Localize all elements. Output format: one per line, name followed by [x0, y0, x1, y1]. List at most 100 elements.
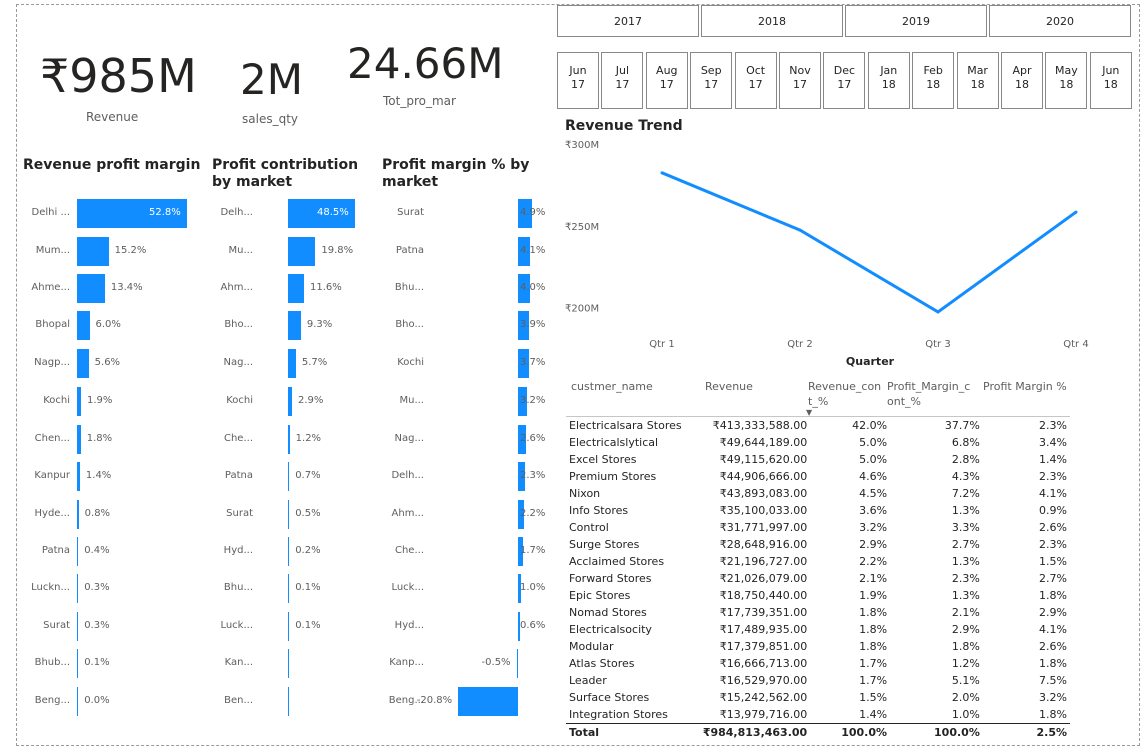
- sort-descending-icon[interactable]: ▼: [806, 408, 813, 417]
- table-row[interactable]: Acclaimed Stores ₹21,196,727.00 2.2% 1.3% 1.…: [566, 553, 1070, 570]
- month-option-sep-17[interactable]: Sep 17: [690, 52, 733, 109]
- table-row[interactable]: Forward Stores ₹21,026,079.00 2.1% 2.3% 2.7%: [566, 570, 1070, 587]
- revenue-kpi-card[interactable]: ₹985M Revenue: [18, 30, 208, 140]
- table-row[interactable]: Modular ₹17,379,851.00 1.8% 1.8% 2.6%: [566, 638, 1070, 655]
- bar[interactable]: [288, 387, 292, 416]
- table-total-row: Total ₹984,813,463.00 100.0% 100.0% 2.5%: [566, 723, 1070, 740]
- bar[interactable]: [77, 311, 90, 340]
- table-row[interactable]: Premium Stores ₹44,906,666.00 4.6% 4.3% 2.3%: [566, 468, 1070, 485]
- header-revenue[interactable]: Revenue: [705, 380, 753, 393]
- bar[interactable]: [288, 237, 316, 266]
- cell-customer-name: Nomad Stores: [569, 606, 647, 619]
- cell-revenue: ₹17,489,935.00: [719, 623, 808, 636]
- bar[interactable]: [518, 462, 525, 491]
- month-option-jan-18[interactable]: Jan 18: [867, 52, 910, 109]
- tot-pro-mar-kpi-card[interactable]: 24.66M Tot_pro_mar: [335, 30, 545, 140]
- bar[interactable]: [77, 387, 81, 416]
- year-option-2020[interactable]: 2020: [989, 5, 1131, 37]
- bar[interactable]: [77, 425, 81, 454]
- cell-profit-margin-cont: 7.2%: [951, 487, 980, 500]
- bar[interactable]: [518, 199, 533, 228]
- bar[interactable]: [288, 462, 290, 491]
- bar[interactable]: [518, 274, 530, 303]
- month-option-dec-17[interactable]: Dec 17: [823, 52, 866, 109]
- table-row[interactable]: Integration Stores ₹13,979,716.00 1.4% 1.0%…: [566, 706, 1070, 723]
- bar[interactable]: [288, 649, 290, 678]
- bar[interactable]: [77, 349, 89, 378]
- bar[interactable]: [288, 274, 305, 303]
- trend-point[interactable]: [936, 310, 940, 314]
- year-option-2019[interactable]: 2019: [845, 5, 987, 37]
- bar[interactable]: [288, 311, 301, 340]
- month-option-jun-18[interactable]: Jun 18: [1089, 52, 1132, 109]
- month-option-nov-17[interactable]: Nov 17: [779, 52, 821, 109]
- bar[interactable]: [518, 349, 529, 378]
- bar[interactable]: [518, 574, 521, 603]
- bar[interactable]: [288, 349, 296, 378]
- bar[interactable]: [518, 537, 523, 566]
- table-row[interactable]: Surface Stores ₹15,242,562.00 1.5% 2.0% 3.2%: [566, 689, 1070, 706]
- bar[interactable]: [288, 500, 290, 529]
- bar[interactable]: [77, 612, 79, 641]
- bar[interactable]: [288, 199, 355, 228]
- bar[interactable]: [518, 425, 526, 454]
- month-option-may-18[interactable]: May 18: [1045, 52, 1088, 109]
- table-row[interactable]: Nixon ₹43,893,083.00 4.5% 7.2% 4.1%: [566, 485, 1070, 502]
- table-row[interactable]: Electricalslytical ₹49,644,189.00 5.0% 6.8%…: [566, 434, 1070, 451]
- bar[interactable]: [77, 199, 187, 228]
- table-row[interactable]: Leader ₹16,529,970.00 1.7% 5.1% 7.5%: [566, 672, 1070, 689]
- month-option-jul-17[interactable]: Jul 17: [601, 52, 644, 109]
- bar[interactable]: [288, 612, 290, 641]
- bar[interactable]: [288, 574, 290, 603]
- bar[interactable]: [77, 537, 79, 566]
- month-option-oct-17[interactable]: Oct 17: [734, 52, 777, 109]
- trend-point[interactable]: [1074, 210, 1078, 214]
- table-row[interactable]: Excel Stores ₹49,115,620.00 5.0% 2.8% 1.4%: [566, 451, 1070, 468]
- bar[interactable]: [77, 649, 79, 678]
- bar[interactable]: [77, 462, 80, 491]
- trend-point[interactable]: [798, 228, 802, 232]
- bar[interactable]: [516, 649, 518, 678]
- bar[interactable]: [518, 387, 528, 416]
- month-option-feb-18[interactable]: Feb 18: [912, 52, 955, 109]
- table-row[interactable]: Surge Stores ₹28,648,916.00 2.9% 2.7% 2.3%: [566, 536, 1070, 553]
- revenue-trend-line[interactable]: [661, 171, 1077, 314]
- month-option-aug-17[interactable]: Aug 17: [645, 52, 688, 109]
- table-row[interactable]: Electricalsara Stores ₹413,333,588.00 42.0…: [566, 417, 1070, 434]
- bar[interactable]: [518, 311, 530, 340]
- bar[interactable]: [77, 500, 79, 529]
- revenue-kpi-label: Revenue: [86, 110, 139, 124]
- year-option-2017[interactable]: 2017: [557, 5, 699, 37]
- bar[interactable]: [77, 274, 105, 303]
- bar[interactable]: [288, 687, 290, 716]
- bar[interactable]: [288, 425, 290, 454]
- sales-qty-kpi-card[interactable]: 2M sales_qty: [210, 30, 330, 140]
- header-profit-margin-pct[interactable]: Profit Margin %: [983, 380, 1067, 393]
- bar[interactable]: [458, 687, 518, 716]
- month-option-mar-18[interactable]: Mar 18: [956, 52, 999, 109]
- bar[interactable]: [77, 574, 79, 603]
- bar[interactable]: [288, 537, 290, 566]
- bar-value-label: 52.8%: [149, 207, 181, 218]
- header-revenue-cont[interactable]: Revenue_con t_%: [808, 380, 882, 408]
- month-option-apr-18[interactable]: Apr 18: [1001, 52, 1043, 109]
- bar[interactable]: [77, 687, 79, 716]
- trend-point[interactable]: [660, 171, 664, 175]
- table-row[interactable]: Nomad Stores ₹17,739,351.00 1.8% 2.1% 2.9%: [566, 604, 1070, 621]
- table-row[interactable]: Control ₹31,771,997.00 3.2% 3.3% 2.6%: [566, 519, 1070, 536]
- table-row[interactable]: Atlas Stores ₹16,666,713.00 1.7% 1.2% 1.8%: [566, 655, 1070, 672]
- cell-profit-margin-pct: 2.9%: [1039, 606, 1067, 619]
- bar-value-label: 0.4%: [84, 545, 110, 556]
- bar[interactable]: [518, 237, 530, 266]
- table-row[interactable]: Info Stores ₹35,100,033.00 3.6% 1.3% 0.9%: [566, 502, 1070, 519]
- table-row[interactable]: Epic Stores ₹18,750,440.00 1.9% 1.3% 1.8%: [566, 587, 1070, 604]
- header-customer-name[interactable]: custmer_name: [571, 380, 653, 393]
- bar[interactable]: [518, 500, 525, 529]
- header-profit-margin-cont[interactable]: Profit_Margin_c ont_%: [887, 380, 971, 408]
- revenue-trend-chart[interactable]: ₹300M ₹250M ₹200M Qtr 1 Qtr 2 Qtr 3 Qtr 4 Quart…: [560, 135, 1100, 370]
- month-option-jun-17[interactable]: Jun 17: [557, 52, 599, 109]
- bar[interactable]: [77, 237, 109, 266]
- bar[interactable]: [518, 612, 520, 641]
- table-row[interactable]: Electricalsocity ₹17,489,935.00 1.8% 2.9% 4.…: [566, 621, 1070, 638]
- year-option-2018[interactable]: 2018: [701, 5, 843, 37]
